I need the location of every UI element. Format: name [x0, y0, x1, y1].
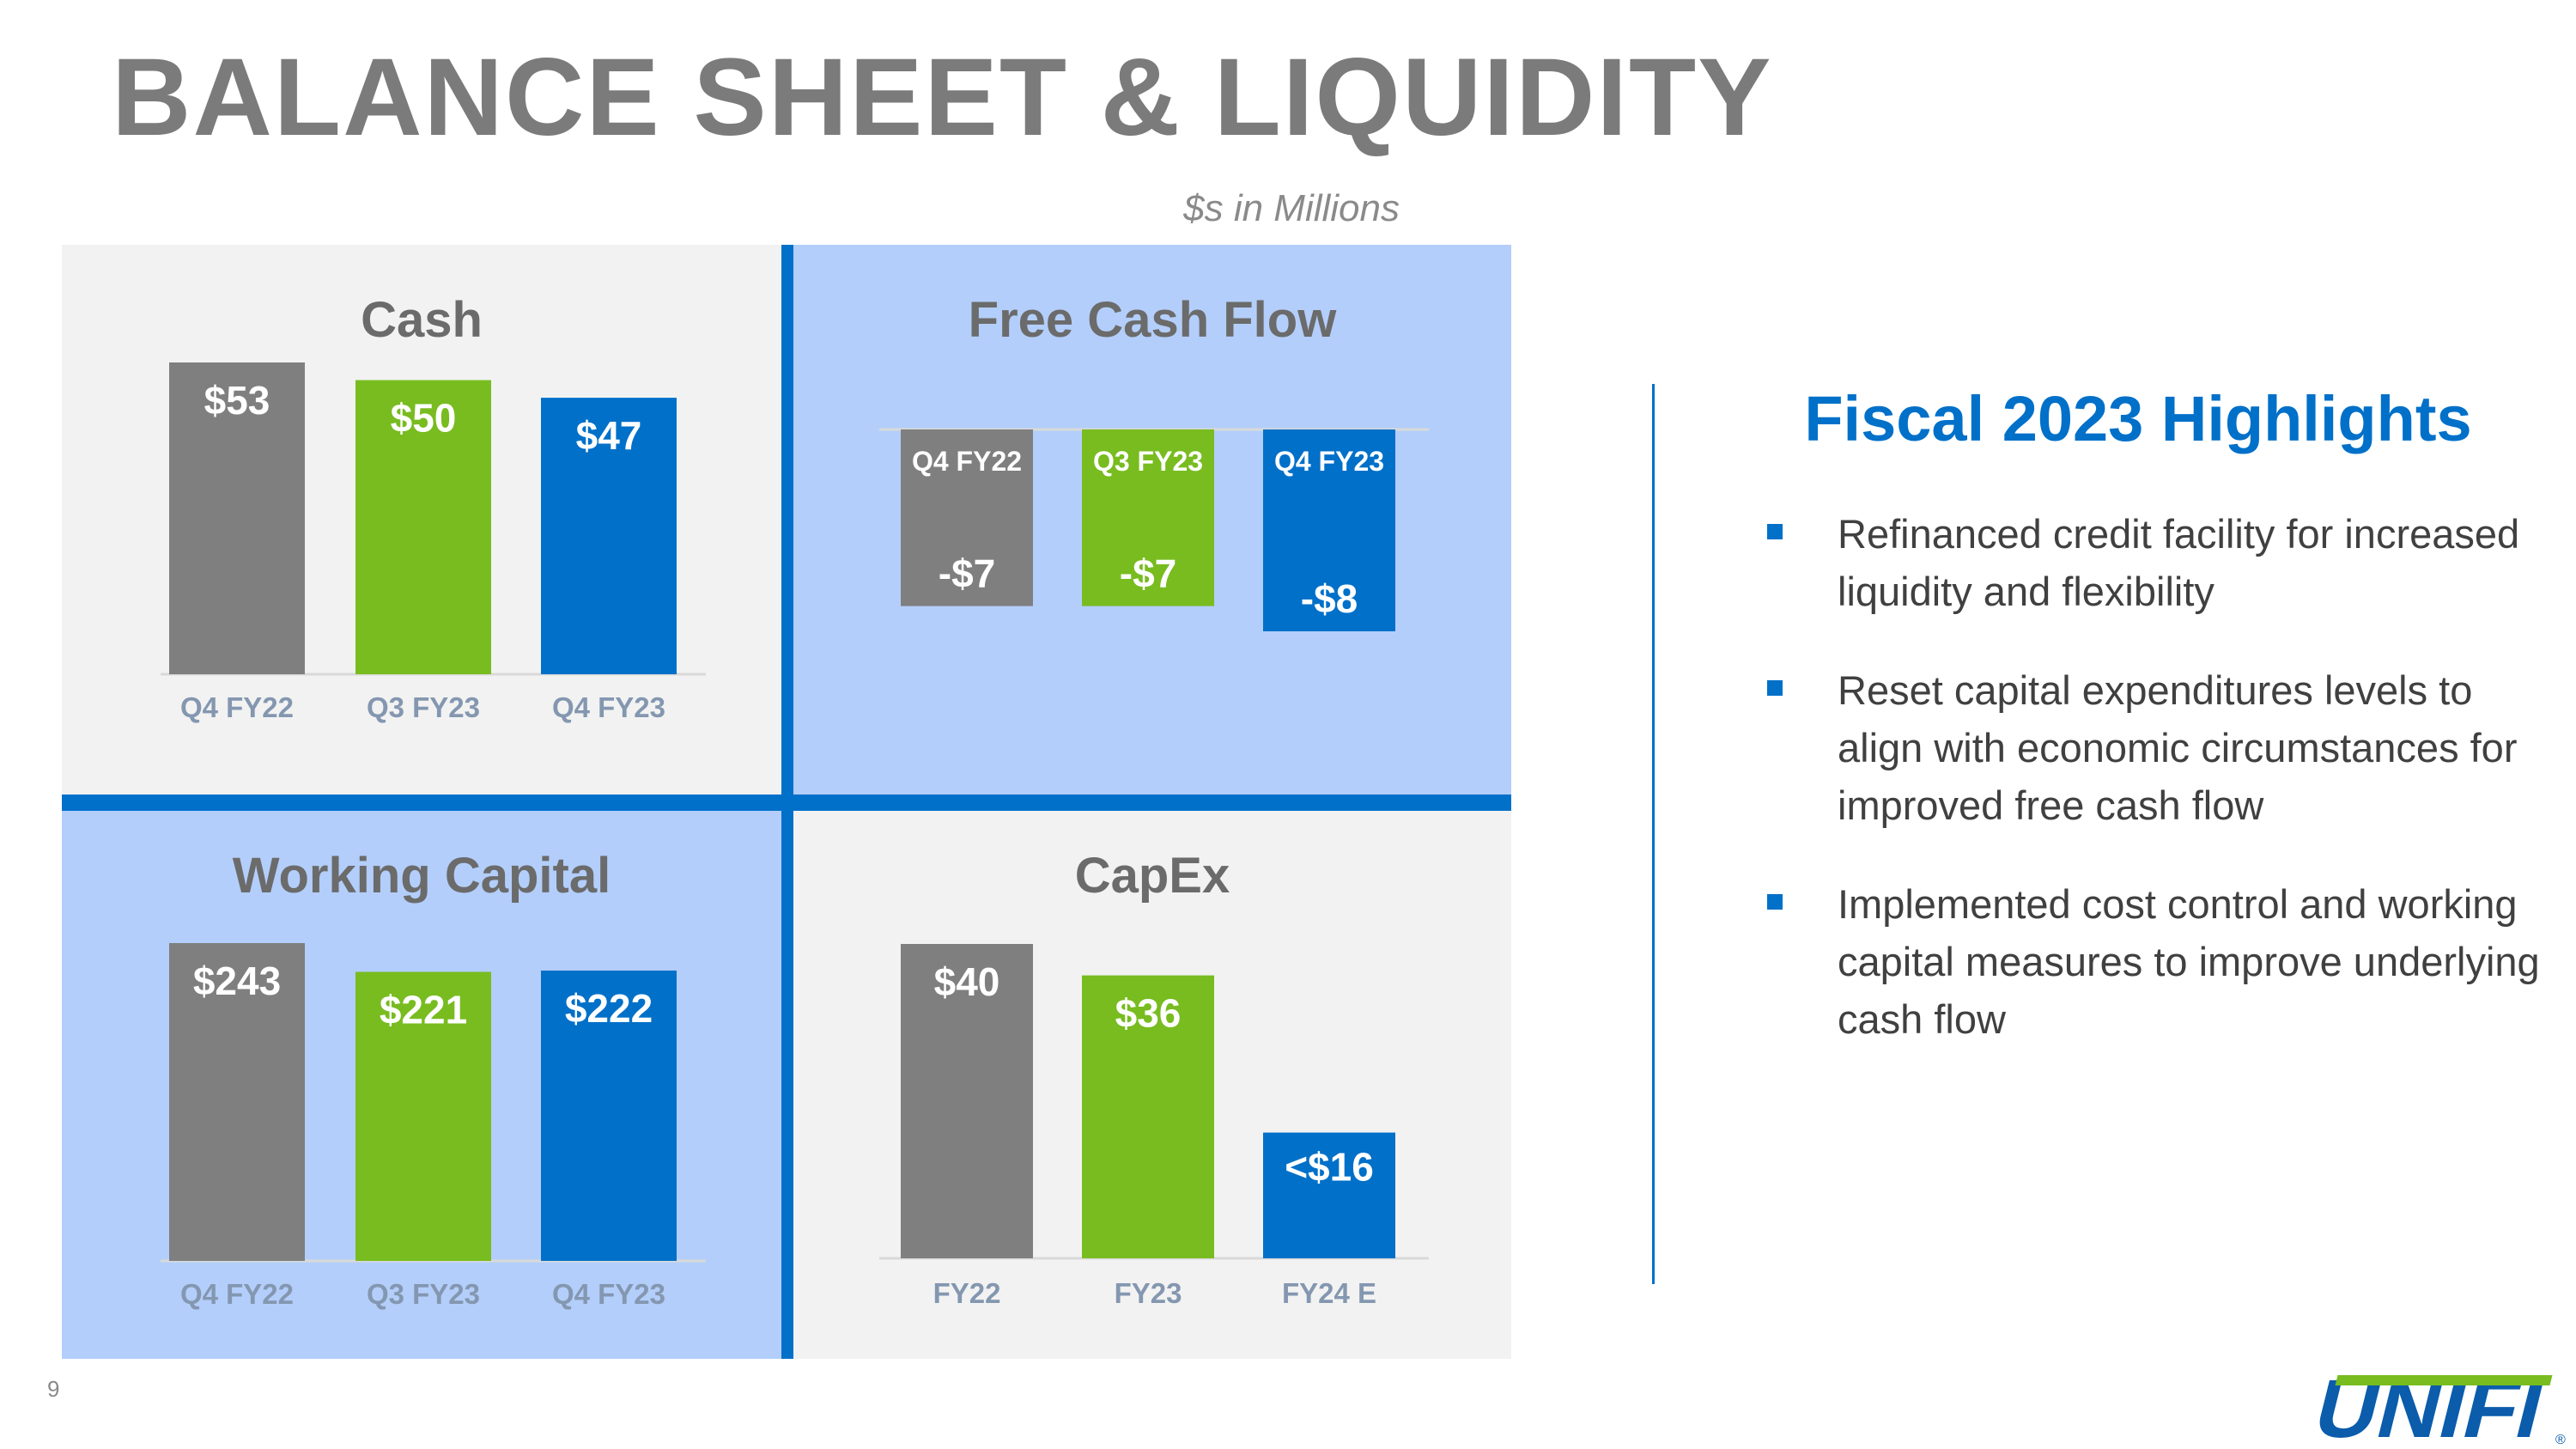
highlight-text: Refinanced credit facility for increased…: [1838, 511, 2520, 614]
bar: [541, 970, 677, 1261]
svg-text:®: ®: [2555, 1433, 2566, 1447]
bar: [355, 380, 491, 674]
free-cash-flow-chart: Q4 FY22 -$7 Q3 FY23 -$7 Q4 FY23 -$8: [879, 428, 1429, 631]
page-title: BALANCE SHEET & LIQUIDITY: [112, 36, 1773, 159]
data-label: -$8: [1301, 576, 1358, 621]
tick-label: Q4 FY22: [912, 446, 1022, 477]
highlight-item: Refinanced credit facility for increased…: [1760, 505, 2550, 620]
cash-title: Cash: [361, 292, 483, 348]
tick-label: Q4 FY23: [552, 1278, 665, 1310]
bar: [355, 971, 491, 1261]
bar: [541, 398, 677, 674]
data-label: $50: [391, 396, 457, 441]
tick-label: FY22: [933, 1277, 1001, 1309]
tick-label: Q4 FY22: [180, 691, 294, 723]
working-capital-panel: Working Capital Q4 FY22 $243 Q3 FY23 $221 Q4…: [62, 811, 781, 1359]
data-label: -$7: [1120, 551, 1176, 596]
cash-chart: Q4 FY22 $53 Q3 FY23 $50 Q4 FY23 $47: [161, 362, 706, 723]
data-label: $47: [576, 413, 642, 458]
highlight-text: Reset capital expenditures levels to ali…: [1838, 667, 2518, 828]
bar: [1263, 1132, 1395, 1258]
tick-label: Q4 FY23: [552, 691, 665, 723]
tick-label: Q3 FY23: [367, 1278, 480, 1310]
bar: [1082, 975, 1214, 1258]
data-label: $36: [1115, 991, 1182, 1036]
tick-label: Q4 FY23: [1274, 446, 1384, 477]
highlight-item: Implemented cost control and working cap…: [1760, 875, 2550, 1048]
free-cash-flow-title: Free Cash Flow: [968, 292, 1337, 348]
tick-label: FY24 E: [1282, 1277, 1376, 1309]
highlights-title: Fiscal 2023 Highlights: [1804, 383, 2472, 454]
capex-title: CapEx: [1074, 848, 1230, 904]
free-cash-flow-panel: Free Cash Flow Q4 FY22 -$7 Q3 FY23 -$7 Q4 FY…: [793, 245, 1511, 795]
highlight-text: Implemented cost control and working cap…: [1838, 881, 2540, 1042]
tick-label: Q4 FY22: [180, 1278, 294, 1310]
quadrant-divider-horizontal: [62, 795, 1511, 811]
highlights-divider: [1652, 384, 1655, 1284]
bar: [1263, 429, 1395, 631]
capex-chart: FY22 $40 FY23 $36 FY24 E <$16: [879, 944, 1429, 1309]
bar: [901, 944, 1033, 1258]
working-capital-chart: Q4 FY22 $243 Q3 FY23 $221 Q4 FY23 $222: [161, 943, 706, 1310]
bar: [901, 429, 1033, 606]
data-label: $221: [380, 987, 467, 1032]
data-label: <$16: [1285, 1145, 1374, 1190]
tick-label: Q3 FY23: [1093, 446, 1203, 477]
highlight-item: Reset capital expenditures levels to ali…: [1760, 661, 2550, 834]
data-label: $222: [565, 986, 653, 1031]
highlights-list: Refinanced credit facility for increased…: [1760, 505, 2550, 1089]
data-label: $243: [193, 959, 281, 1003]
data-label: $40: [934, 959, 1000, 1004]
bar: [169, 362, 305, 674]
bar: [169, 943, 305, 1261]
square-bullet-icon: [1767, 524, 1783, 539]
unifi-logo: UNIFI ®: [2308, 1370, 2566, 1447]
capex-panel: CapEx FY22 $40 FY23 $36 FY24 E <$16: [793, 811, 1511, 1359]
working-capital-title: Working Capital: [232, 848, 611, 904]
square-bullet-icon: [1767, 894, 1783, 910]
data-label: -$7: [939, 551, 995, 596]
tick-label: Q3 FY23: [367, 691, 480, 723]
page-number: 9: [47, 1376, 60, 1402]
units-note: $s in Millions: [1183, 187, 1400, 229]
data-label: $53: [204, 378, 270, 423]
cash-panel: Cash Q4 FY22 $53 Q3 FY23 $50 Q4 FY23 $47: [62, 245, 781, 795]
tick-label: FY23: [1115, 1277, 1182, 1309]
bar: [1082, 429, 1214, 606]
square-bullet-icon: [1767, 680, 1783, 696]
